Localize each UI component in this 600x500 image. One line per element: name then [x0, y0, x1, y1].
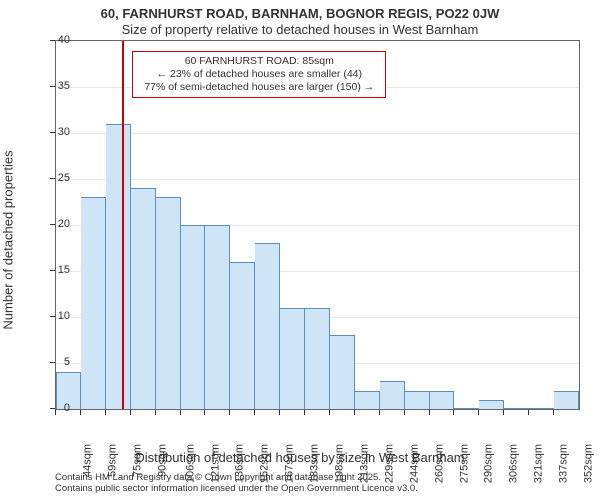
- gridline: [56, 179, 579, 180]
- x-tick-label: 290sqm: [483, 444, 495, 483]
- marker-annotation: 60 FARNHURST ROAD: 85sqm← 23% of detache…: [132, 51, 386, 98]
- histogram-bar: [330, 335, 355, 409]
- histogram-bar: [380, 381, 405, 409]
- x-tick-label: 275sqm: [458, 444, 470, 483]
- x-tick-label: 152sqm: [259, 444, 271, 483]
- histogram-bar: [454, 408, 479, 409]
- x-tick-mark: [55, 410, 56, 415]
- histogram-bar: [106, 124, 131, 409]
- x-tick-mark: [429, 410, 430, 415]
- x-tick-mark: [503, 410, 504, 415]
- x-tick-label: 352sqm: [583, 444, 595, 483]
- histogram-bar: [131, 188, 156, 409]
- histogram-bar: [230, 262, 255, 409]
- x-tick-label: 229sqm: [383, 444, 395, 483]
- histogram-bar: [255, 243, 280, 409]
- annotation-line: ← 23% of detached houses are smaller (44…: [139, 68, 379, 81]
- x-tick-mark: [155, 410, 156, 415]
- x-tick-label: 106sqm: [184, 444, 196, 483]
- x-tick-label: 44sqm: [82, 444, 94, 477]
- x-tick-label: 213sqm: [359, 444, 371, 483]
- y-tick-mark: [50, 40, 55, 41]
- x-tick-label: 136sqm: [234, 444, 246, 483]
- x-tick-label: 321sqm: [533, 444, 545, 483]
- x-tick-label: 121sqm: [209, 444, 221, 483]
- x-tick-mark: [254, 410, 255, 415]
- x-tick-mark: [229, 410, 230, 415]
- histogram-bar: [430, 391, 455, 409]
- histogram-bar: [205, 225, 230, 409]
- x-tick-mark: [528, 410, 529, 415]
- x-tick-mark: [379, 410, 380, 415]
- x-tick-mark: [80, 410, 81, 415]
- x-tick-mark: [553, 410, 554, 415]
- chart-title-line2: Size of property relative to detached ho…: [0, 22, 600, 37]
- x-tick-label: 198sqm: [334, 444, 346, 483]
- x-tick-label: 167sqm: [284, 444, 296, 483]
- y-tick-mark: [50, 86, 55, 87]
- x-tick-mark: [304, 410, 305, 415]
- histogram-bar: [156, 197, 181, 409]
- x-tick-mark: [204, 410, 205, 415]
- y-tick-mark: [50, 132, 55, 133]
- y-tick-mark: [50, 178, 55, 179]
- x-tick-label: 59sqm: [106, 444, 118, 477]
- y-tick-label: 35: [40, 80, 70, 92]
- x-tick-mark: [180, 410, 181, 415]
- histogram-bar: [405, 391, 430, 409]
- x-tick-mark: [478, 410, 479, 415]
- x-tick-label: 75sqm: [131, 444, 143, 477]
- y-tick-label: 40: [40, 34, 70, 46]
- y-tick-label: 10: [40, 310, 70, 322]
- histogram-bar: [479, 400, 504, 409]
- histogram-bar: [181, 225, 206, 409]
- gridline: [56, 133, 579, 134]
- y-tick-mark: [50, 362, 55, 363]
- histogram-bar: [280, 308, 305, 409]
- annotation-line: 77% of semi-detached houses are larger (…: [139, 81, 379, 94]
- y-tick-label: 25: [40, 172, 70, 184]
- histogram-bar: [504, 408, 529, 409]
- x-tick-mark: [279, 410, 280, 415]
- y-tick-label: 15: [40, 264, 70, 276]
- x-tick-mark: [354, 410, 355, 415]
- x-tick-mark: [329, 410, 330, 415]
- x-tick-label: 244sqm: [408, 444, 420, 483]
- chart-root: { "title_line1": "60, FARNHURST ROAD, BA…: [0, 0, 600, 500]
- y-axis-label: Number of detached properties: [1, 150, 16, 329]
- y-tick-label: 30: [40, 126, 70, 138]
- histogram-bar: [554, 391, 579, 409]
- histogram-bar: [305, 308, 330, 409]
- histogram-bar: [355, 391, 380, 409]
- x-tick-mark: [105, 410, 106, 415]
- y-tick-mark: [50, 270, 55, 271]
- x-tick-mark: [130, 410, 131, 415]
- y-tick-mark: [50, 224, 55, 225]
- annotation-line: 60 FARNHURST ROAD: 85sqm: [139, 55, 379, 68]
- plot-area: 60 FARNHURST ROAD: 85sqm← 23% of detache…: [55, 40, 580, 410]
- x-tick-label: 183sqm: [309, 444, 321, 483]
- histogram-bar: [529, 408, 554, 409]
- footer-line2: Contains public sector information licen…: [55, 483, 418, 494]
- x-tick-label: 90sqm: [156, 444, 168, 477]
- x-tick-label: 260sqm: [433, 444, 445, 483]
- y-tick-label: 20: [40, 218, 70, 230]
- x-tick-mark: [453, 410, 454, 415]
- x-tick-label: 337sqm: [558, 444, 570, 483]
- x-tick-label: 306sqm: [508, 444, 520, 483]
- chart-title-line1: 60, FARNHURST ROAD, BARNHAM, BOGNOR REGI…: [0, 6, 600, 21]
- y-tick-mark: [50, 408, 55, 409]
- x-tick-mark: [404, 410, 405, 415]
- histogram-bar: [81, 197, 106, 409]
- y-tick-label: 5: [40, 356, 70, 368]
- marker-line: [122, 41, 124, 409]
- y-tick-mark: [50, 316, 55, 317]
